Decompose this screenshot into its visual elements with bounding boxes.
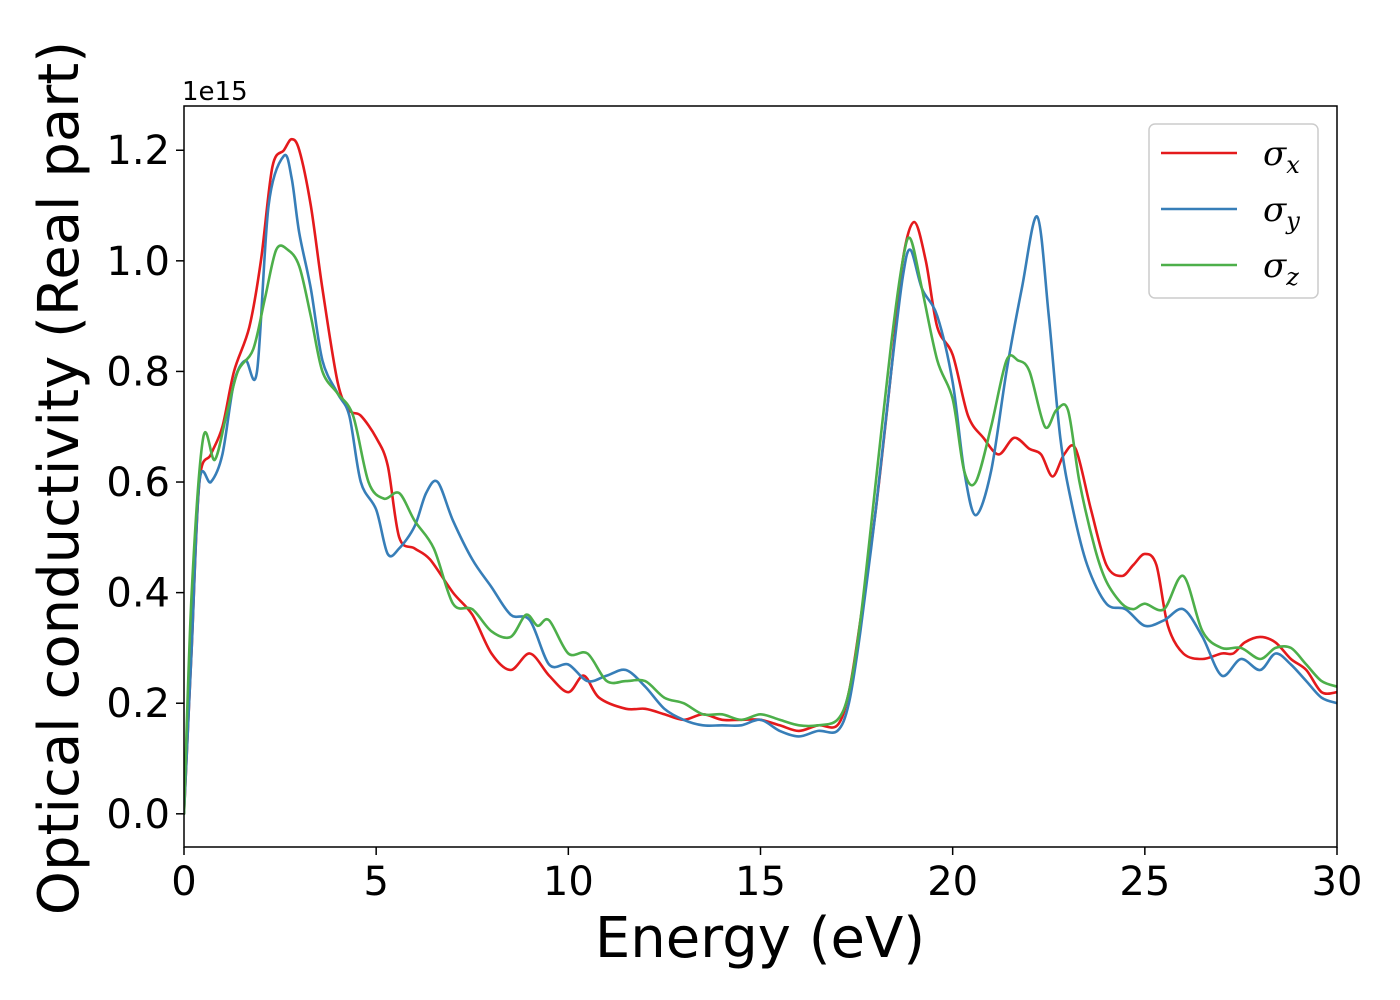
y-tick-label: 0.2	[106, 681, 170, 727]
series-layer	[184, 137, 1337, 816]
legend-label-x: σx	[1263, 134, 1300, 179]
x-axis-label: Energy (eV)	[595, 906, 925, 971]
x-tick-label: 0	[171, 859, 196, 905]
x-axis: 0 5 10 15 20 25 30	[171, 847, 1362, 905]
x-tick-label: 20	[927, 859, 978, 905]
legend-label-z: σz	[1263, 246, 1299, 291]
y-axis: 0.0 0.2 0.4 0.6 0.8 1.0 1.2	[106, 128, 184, 838]
series-line-x	[184, 137, 1337, 816]
y-tick-label: 0.4	[106, 571, 170, 617]
y-offset-text: 1e15	[182, 77, 248, 107]
series-line-y	[184, 153, 1337, 816]
x-tick-label: 25	[1119, 859, 1170, 905]
y-tick-label: 1.2	[106, 128, 170, 174]
legend-label-y: σy	[1263, 190, 1300, 235]
legend-box	[1148, 123, 1319, 299]
y-tick-label: 0.8	[106, 349, 170, 395]
y-tick-label: 1.0	[106, 239, 170, 285]
x-tick-label: 15	[735, 859, 786, 905]
legend: σx σy σz	[1148, 123, 1319, 299]
x-tick-label: 10	[543, 859, 594, 905]
y-tick-label: 0.0	[106, 792, 170, 838]
x-tick-label: 30	[1312, 859, 1363, 905]
x-tick-label: 5	[363, 859, 388, 905]
series-line-z	[184, 236, 1337, 816]
y-axis-label: Optical conductivity (Real part)	[27, 41, 92, 915]
y-tick-label: 0.6	[106, 460, 170, 506]
